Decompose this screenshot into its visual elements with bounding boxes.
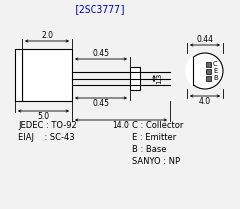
Text: 1.3: 1.3 — [156, 73, 162, 84]
Circle shape — [187, 53, 223, 89]
Bar — [205, 69, 210, 74]
Text: E : Emitter: E : Emitter — [132, 133, 176, 142]
Text: C : Collector: C : Collector — [132, 121, 183, 130]
Text: 0.45: 0.45 — [92, 49, 109, 58]
Text: SANYO : NP: SANYO : NP — [132, 157, 180, 166]
Text: 0.44: 0.44 — [197, 35, 214, 44]
Text: C: C — [213, 61, 218, 67]
Text: 14.0: 14.0 — [113, 121, 129, 130]
Text: EIAJ    : SC-43: EIAJ : SC-43 — [18, 133, 75, 142]
Text: [2SC3777]: [2SC3777] — [74, 4, 126, 14]
Text: 2.0: 2.0 — [41, 31, 53, 40]
Bar — [205, 61, 210, 66]
Bar — [205, 75, 210, 80]
Text: 0.45: 0.45 — [92, 99, 109, 108]
Bar — [130, 67, 140, 90]
Text: 5.0: 5.0 — [37, 112, 50, 121]
Text: E: E — [213, 68, 217, 74]
Bar — [15, 49, 22, 101]
Text: B : Base: B : Base — [132, 145, 167, 154]
Bar — [22, 49, 72, 101]
Text: B: B — [213, 75, 218, 81]
Text: JEDEC : TO-92: JEDEC : TO-92 — [18, 121, 77, 130]
Text: 4.0: 4.0 — [199, 97, 211, 106]
